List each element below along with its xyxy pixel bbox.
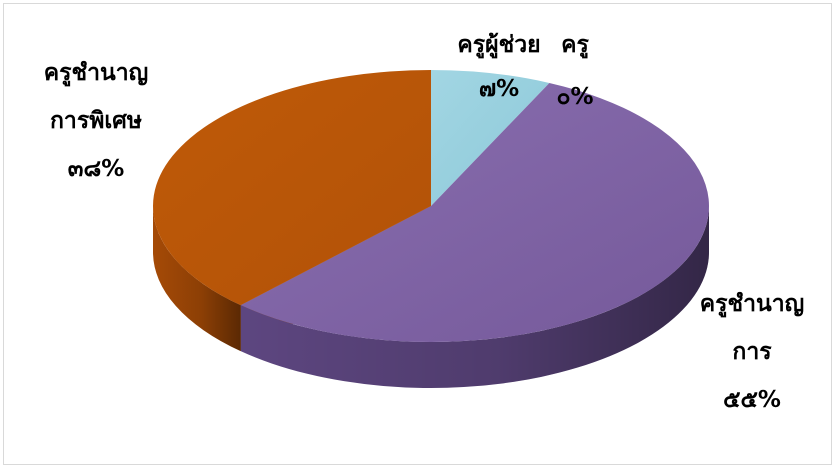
data-label-line: ครูผู้ช่วย [457, 32, 540, 59]
data-label-line: ครูชำนาญ [700, 291, 805, 318]
data-label-line: ครูชำนาญ [44, 60, 149, 87]
pie-chart: ครูผู้ช่วย๗%ครู๐%ครูชำนาญการ๕๕%ครูชำนาญก… [44, 32, 805, 413]
pie-slice-kru-chamnan-kan-phiset [153, 70, 431, 306]
data-label-kru: ครู๐% [556, 32, 593, 110]
data-label-line: ๗% [479, 76, 519, 102]
pie-top-faces [153, 70, 709, 343]
pie-slice-kru-phu-chuay [431, 70, 550, 206]
data-label-line: ครู [561, 32, 589, 59]
data-label-line: ๐% [556, 84, 593, 110]
chart-area: ครูผู้ช่วย๗% ครู๐% ครูชำนาญการ๕๕% ครูชำนาญก… [3, 3, 832, 465]
data-label-kru-chamnan-kan: ครูชำนาญการ๕๕% [700, 291, 805, 413]
data-labels: ครูผู้ช่วย๗%ครู๐%ครูชำนาญการ๕๕%ครูชำนาญก… [44, 32, 805, 413]
data-label-kru-chamnan-kan-phiset: ครูชำนาญการพิเศษ๓๘% [44, 60, 149, 182]
data-label-line: ๕๕% [723, 387, 781, 413]
data-label-line: การ [732, 339, 772, 365]
pie-slice-kru-chamnan-kan [240, 82, 709, 343]
data-label-line: การพิเศษ [50, 108, 142, 134]
pie-side-shade-kru-chamnan-kan [240, 206, 709, 388]
data-label-line: ๓๘% [68, 156, 125, 182]
data-label-kru-phu-chuay: ครูผู้ช่วย๗% [457, 32, 540, 102]
pie-side-shade-kru-chamnan-kan-phiset [153, 206, 241, 352]
